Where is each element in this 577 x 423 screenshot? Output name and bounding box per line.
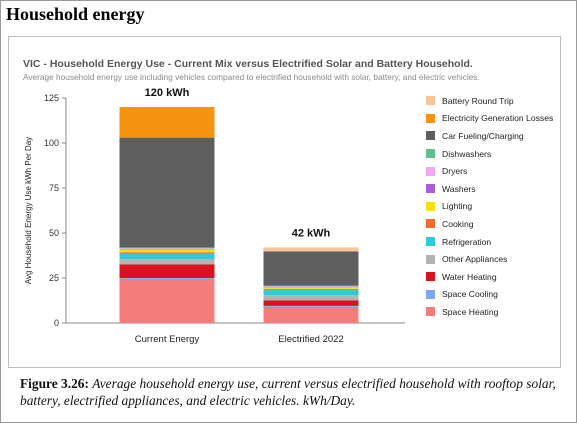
bar-segment-space-cooling [119,278,215,279]
legend-label: Space Heating [442,306,499,317]
legend-label: Cooking [442,218,474,229]
legend-item: Electricity Generation Losses [426,110,556,128]
chart-title: VIC - Household Energy Use - Current Mix… [23,58,473,70]
bar-segment-dryers [119,248,215,250]
bar-segment-lighting [119,249,215,253]
legend-swatch [426,272,435,282]
bar-segment-battery-round-trip [263,247,359,252]
bar-segment-refrigeration [263,289,359,296]
legend-item: Space Heating [426,303,556,321]
legend-item: Dryers [426,162,556,180]
figure-caption: Figure 3.26: Average household energy us… [20,375,568,409]
chart-legend: Battery Round Trip Electricity Generation… [426,92,556,321]
legend-swatch [426,166,435,176]
bar-segment-space-heating [119,278,215,323]
y-tick-label: 50 [49,228,59,238]
bar-segment-electricity-generation-losses [119,107,215,138]
bar-segment-dryers [263,286,359,287]
legend-item: Other Appliances [426,250,556,268]
legend-label: Battery Round Trip [442,95,514,106]
bar-segment-other-appliances [263,295,359,301]
bar-segment-refrigeration [119,253,215,260]
legend-label: Space Cooling [442,289,498,300]
legend-label: Washers [442,183,476,194]
x-tick-label: Electrified 2022 [278,334,343,345]
legend-swatch [426,131,435,141]
legend-swatch [426,289,435,299]
y-tick-label: 100 [44,138,59,148]
legend-item: Lighting [426,198,556,216]
bar-segment-cooking [119,252,215,254]
bar-segment-space-heating [263,306,359,323]
legend-swatch [426,113,435,123]
bar-segment-dishwashers [119,247,215,249]
legend-label: Refrigeration [442,236,492,247]
legend-label: Car Fueling/Charging [442,130,524,141]
legend-item: Car Fueling/Charging [426,127,556,145]
bar-segment-lighting [263,287,359,289]
bar-segment-water-heating [263,300,359,306]
legend-swatch [426,254,435,264]
bar-segment-dishwashers [263,285,359,287]
legend-label: Water Heating [442,271,497,282]
bar-total-label: 42 kWh [292,227,331,239]
x-tick-label: Current Energy [135,334,200,345]
bar-total-label: 120 kWh [145,87,190,99]
legend-item: Refrigeration [426,233,556,251]
legend-label: Electricity Generation Losses [442,113,554,124]
legend-label: Dishwashers [442,148,492,159]
legend-label: Dryers [442,166,468,177]
legend-item: Water Heating [426,268,556,286]
figure-label: Figure 3.26: [20,376,89,391]
legend-swatch [426,184,435,194]
bar-segment-washers [263,286,359,288]
bar-segment-water-heating [119,264,215,278]
bar-segment-other-appliances [119,259,215,265]
bar-segment-car-fueling-charging [119,137,215,248]
legend-item: Dishwashers [426,145,556,163]
chart-subtitle: Average household energy use including v… [23,72,480,82]
legend-swatch [426,149,435,159]
y-axis-label: Avg Household Energy Use kWh Per Day [24,137,33,284]
legend-item: Cooking [426,215,556,233]
y-tick-label: 125 [44,93,59,103]
bar-segment-car-fueling-charging [263,251,359,286]
bar-segment-space-cooling [263,305,359,307]
legend-item: Battery Round Trip [426,92,556,110]
y-tick-label: 75 [49,183,59,193]
bar-segment-washers [119,249,215,250]
legend-label: Lighting [442,201,473,212]
legend-label: Other Appliances [442,254,508,265]
legend-swatch [426,201,435,211]
figure-caption-text: Average household energy use, current ve… [20,376,556,408]
page-heading: Household energy [6,4,145,24]
legend-swatch [426,307,435,317]
legend-swatch [426,96,435,106]
y-tick-label: 0 [54,318,59,328]
bar-segment-cooking [263,288,359,290]
legend-item: Washers [426,180,556,198]
y-tick-label: 25 [49,273,59,283]
legend-item: Space Cooling [426,286,556,304]
legend-swatch [426,219,435,229]
legend-swatch [426,237,435,247]
